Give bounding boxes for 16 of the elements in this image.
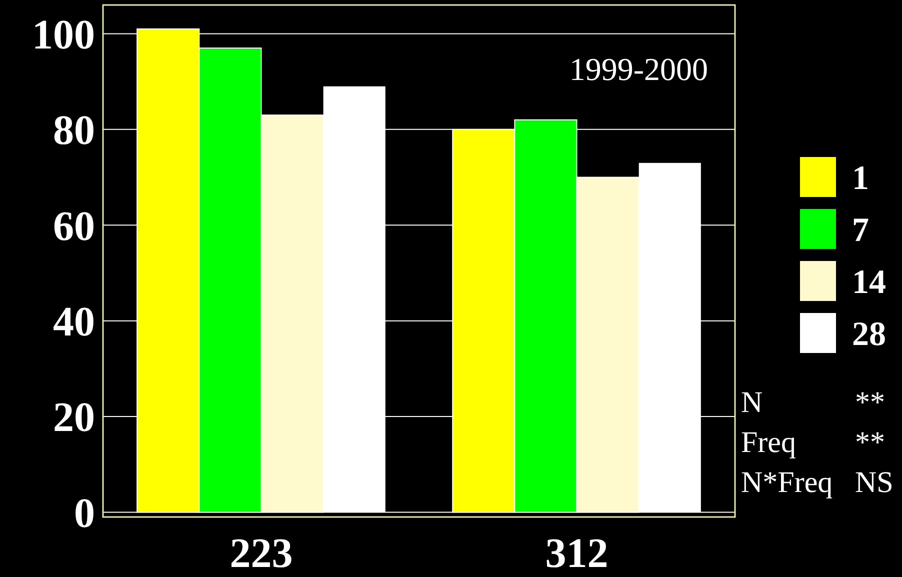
y-tick-label: 40 [53,300,95,346]
y-tick-label: 20 [53,395,95,442]
y-tick-label: 80 [53,108,95,154]
legend-label: 1 [852,160,869,197]
legend-label: 14 [852,264,886,301]
text: N ** [741,386,885,419]
annotation: 1999-2000 [569,51,708,87]
text: N*Freq NS [741,466,894,499]
x-tick-label: 223 [230,531,293,577]
legend-label: 7 [852,212,869,249]
y-tick-label: 100 [32,12,95,58]
y-tick-label: 0 [74,490,95,537]
x-tick-label: 312 [545,531,608,577]
y-tick-label: 60 [53,204,95,250]
legend-label: 28 [852,316,886,353]
text: Freq ** [741,426,885,459]
